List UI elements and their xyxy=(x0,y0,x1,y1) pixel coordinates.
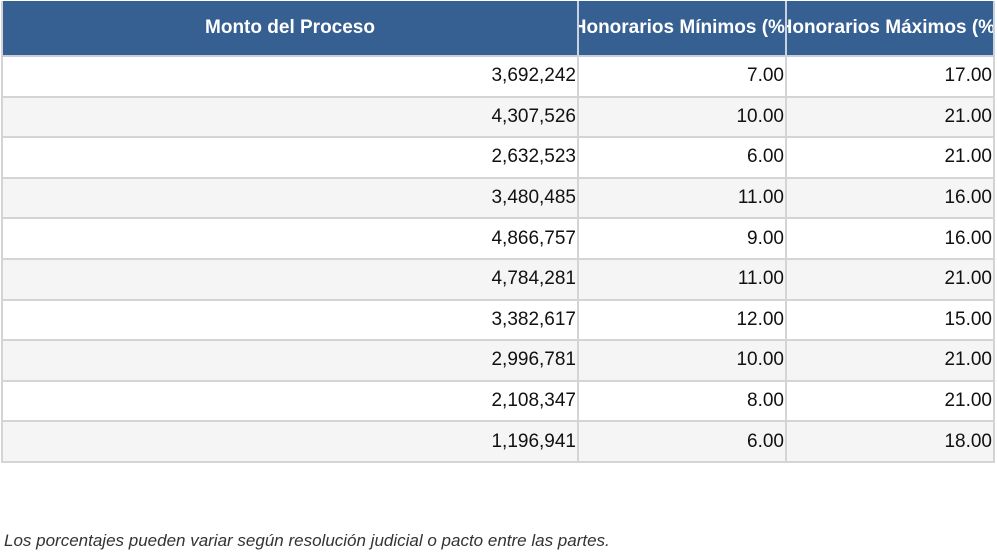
table-row: 3,480,485 11.00 16.00 xyxy=(1,178,995,220)
table-row: 3,382,617 12.00 15.00 xyxy=(1,300,995,342)
table-cell: 3,480,485 xyxy=(1,178,579,220)
table-cell: 3,382,617 xyxy=(1,300,579,342)
table-cell: 11.00 xyxy=(579,259,787,301)
table-row: 4,307,526 10.00 21.00 xyxy=(1,97,995,139)
header-cell: Honorarios Mínimos (%) xyxy=(579,1,787,57)
footnote: Los porcentajes pueden variar según reso… xyxy=(4,531,610,550)
table-row: 2,996,781 10.00 21.00 xyxy=(1,341,995,382)
table-cell: 1,196,941 xyxy=(1,422,579,463)
table-cell: 12.00 xyxy=(579,300,787,342)
table-cell: 15.00 xyxy=(787,300,995,342)
table-cell: 21.00 xyxy=(787,138,995,179)
table-cell: 6.00 xyxy=(579,138,787,179)
table-cell: 21.00 xyxy=(787,341,995,382)
table-cell: 4,307,526 xyxy=(1,97,579,139)
table-cell: 10.00 xyxy=(579,341,787,382)
table-row: 1,196,941 6.00 18.00 xyxy=(1,422,995,463)
table-cell: 21.00 xyxy=(787,381,995,423)
table-cell: 7.00 xyxy=(579,57,787,98)
table-cell: 8.00 xyxy=(579,381,787,423)
table-cell: 6.00 xyxy=(579,422,787,463)
table-cell: 2,108,347 xyxy=(1,381,579,423)
table-cell: 10.00 xyxy=(579,97,787,139)
table-cell: 11.00 xyxy=(579,178,787,220)
table: Monto del Proceso Honorarios Mínimos (%) H… xyxy=(1,1,995,463)
header-row: Monto del Proceso Honorarios Mínimos (%) H… xyxy=(1,1,995,57)
table-cell: 4,784,281 xyxy=(1,259,579,301)
table-cell: 2,632,523 xyxy=(1,138,579,179)
table-row: 2,632,523 6.00 21.00 xyxy=(1,138,995,179)
table-cell: 4,866,757 xyxy=(1,219,579,260)
header-cell: Honorarios Máximos (%) xyxy=(787,1,995,57)
table-row: 3,692,242 7.00 17.00 xyxy=(1,57,995,98)
header-cell: Monto del Proceso xyxy=(1,1,579,57)
table-row: 4,784,281 11.00 21.00 xyxy=(1,259,995,301)
table-cell: 21.00 xyxy=(787,259,995,301)
table-cell: 9.00 xyxy=(579,219,787,260)
table-row: 4,866,757 9.00 16.00 xyxy=(1,219,995,260)
table-cell: 3,692,242 xyxy=(1,57,579,98)
table-cell: 17.00 xyxy=(787,57,995,98)
table-cell: 16.00 xyxy=(787,219,995,260)
table-cell: 2,996,781 xyxy=(1,341,579,382)
table-cell: 21.00 xyxy=(787,97,995,139)
table-cell: 18.00 xyxy=(787,422,995,463)
table-row: 2,108,347 8.00 21.00 xyxy=(1,381,995,423)
table-cell: 16.00 xyxy=(787,178,995,220)
